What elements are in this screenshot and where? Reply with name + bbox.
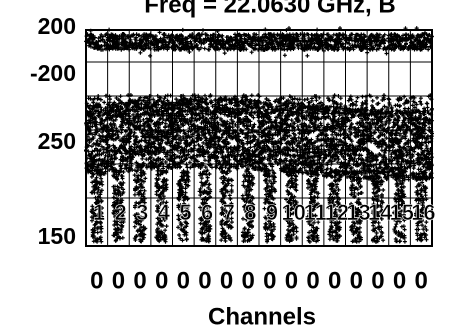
panel-label: 9 <box>266 200 278 225</box>
y-tick-label: 200 <box>38 13 76 39</box>
x-tick-label: 0 <box>198 267 211 294</box>
panel-label: 11 <box>304 200 327 225</box>
panel-label: 16 <box>411 200 435 225</box>
x-tick-label: 0 <box>177 267 190 294</box>
x-tick-label: 0 <box>415 267 428 294</box>
panel-label: 15 <box>389 200 413 225</box>
x-tick-label: 0 <box>328 267 341 294</box>
panel-label: 14 <box>368 200 393 225</box>
data-texture <box>84 26 434 244</box>
chart-title: Freq = 22.0630 GHz, B <box>144 0 395 18</box>
panel-label: 1 <box>93 200 105 225</box>
panel-label: 4 <box>158 200 171 225</box>
x-tick-label: 0 <box>242 267 255 294</box>
x-tick-label: 0 <box>220 267 233 294</box>
x-tick-label: 0 <box>90 267 103 294</box>
y-tick-label: 150 <box>38 223 76 249</box>
plot-frame <box>85 29 433 247</box>
x-tick-label: 0 <box>371 267 384 294</box>
x-tick-label: 0 <box>133 267 146 294</box>
panel-label: 12 <box>325 200 349 225</box>
panel-label: 3 <box>136 200 148 225</box>
panel-label: 8 <box>244 200 256 225</box>
y-tick-label: 250 <box>38 128 76 154</box>
panel-label: 6 <box>201 200 213 225</box>
x-tick-label: 0 <box>112 267 125 294</box>
x-tick-label: 0 <box>155 267 168 294</box>
panel-label: 7 <box>223 200 235 225</box>
panel-label: 5 <box>179 200 191 225</box>
y-tick-label: -200 <box>30 60 76 86</box>
x-tick-label: 0 <box>350 267 363 294</box>
x-tick-label: 0 <box>306 267 319 294</box>
panel-label: 10 <box>281 200 305 225</box>
x-axis-label: Channels <box>208 303 316 330</box>
panel-label: 13 <box>346 200 370 225</box>
x-tick-label: 0 <box>263 267 276 294</box>
x-tick-label: 0 <box>393 267 406 294</box>
x-tick-label: 0 <box>285 267 298 294</box>
panel-label: 2 <box>114 200 126 225</box>
